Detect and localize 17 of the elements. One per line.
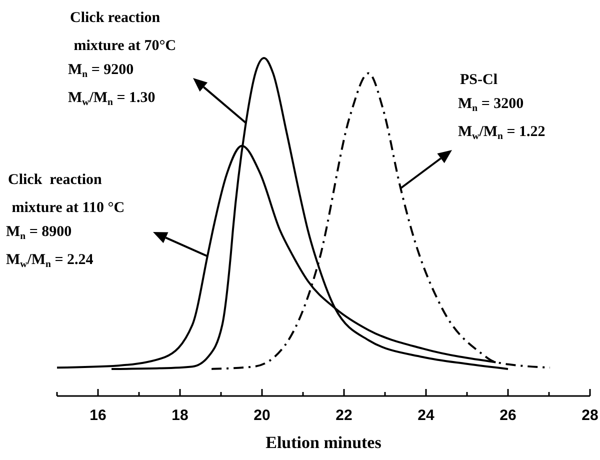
- x-tick-label: 18: [172, 407, 188, 424]
- annotation: M$_{w}$/M$_{n}$ = 2.24: [6, 252, 94, 270]
- annotation: M$_{w}$/M$_{n}$ = 1.30: [68, 90, 156, 108]
- x-tick-label: 16: [90, 407, 106, 424]
- x-tick-label: 26: [500, 407, 516, 424]
- text: Click reaction mixture at 70°C: [70, 10, 176, 54]
- annotation: M$_{n}$ = 9200: [68, 62, 134, 80]
- x-tick-label: 28: [582, 407, 598, 424]
- annotation: M$_{n}$ = 8900: [6, 224, 72, 242]
- x-tick-label: 24: [418, 407, 435, 424]
- annotation: PS-Cl: [460, 72, 498, 88]
- annotation: Click reaction mixture at 110 °C: [8, 172, 125, 216]
- x-axis-title: Elution minutes: [266, 433, 382, 452]
- annotation: M$_{w}$/M$_{n}$ = 1.22: [458, 124, 546, 142]
- x-tick-label: 22: [336, 407, 352, 424]
- x-tick-label: 20: [254, 407, 270, 424]
- annotation: M$_{n}$ = 3200: [458, 96, 524, 114]
